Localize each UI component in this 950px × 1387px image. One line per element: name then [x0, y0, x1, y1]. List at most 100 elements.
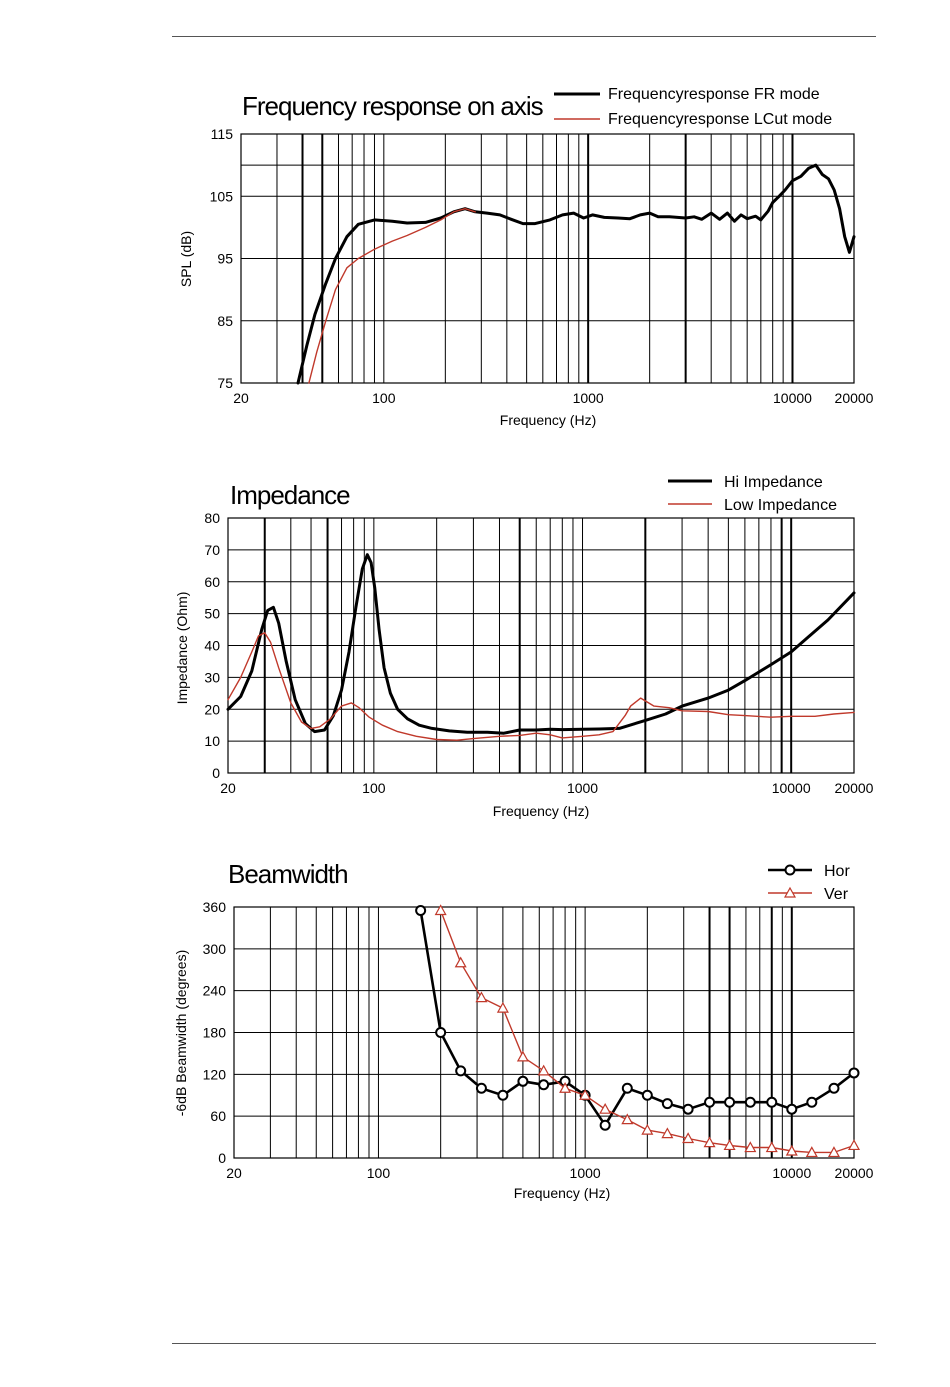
legend-label-lcut-mode: Frequencyresponse LCut mode — [608, 111, 832, 128]
x-tick-label: 20000 — [835, 1165, 874, 1181]
data-point-hor — [517, 1075, 529, 1087]
data-point-hor — [828, 1082, 840, 1094]
y-axis-label: SPL (dB) — [178, 231, 194, 287]
y-tick-label: 0 — [218, 1150, 226, 1166]
data-point-hor — [724, 1096, 736, 1108]
plot-grid — [240, 133, 855, 384]
legend-label-ver: Ver — [824, 886, 849, 903]
chart-title: Beamwidth — [228, 859, 348, 889]
data-point-hor — [455, 1065, 467, 1077]
y-tick-label: 120 — [203, 1066, 227, 1082]
y-tick-label: 300 — [203, 941, 227, 957]
x-axis-label: Frequency (Hz) — [500, 412, 596, 428]
y-axis-label: Impedance (Ohm) — [174, 592, 190, 705]
data-point-hor — [621, 1082, 633, 1094]
y-tick-label: 115 — [211, 126, 234, 142]
chart-title: Frequency response on axis — [242, 91, 544, 121]
data-point-hor — [682, 1103, 694, 1115]
x-tick-label: 1000 — [573, 390, 604, 406]
data-point-hor — [848, 1067, 860, 1079]
legend-marker-hor — [784, 864, 796, 876]
chart-title: Impedance — [230, 480, 350, 510]
y-tick-label: 40 — [204, 638, 220, 654]
y-tick-label: 240 — [203, 983, 227, 999]
legend-marker-ver — [783, 886, 797, 898]
legend: Frequencyresponse FR mode Frequencyrespo… — [554, 86, 832, 128]
data-point-hor — [415, 904, 427, 916]
x-tick-label: 10000 — [773, 390, 812, 406]
legend: Hor Ver — [768, 863, 850, 903]
data-point-ver — [703, 1136, 716, 1148]
data-point-ver — [682, 1132, 695, 1144]
plot-frame — [233, 906, 855, 1159]
tick-labels: 20 100 1000 10000 20000 75 85 95 105 115 — [210, 126, 874, 406]
data-point-ver — [516, 1050, 529, 1062]
tick-labels: 20 100 1000 10000 20000 0 60 120 180 240 300 360 — [203, 899, 874, 1181]
data-point-ver — [827, 1146, 840, 1158]
data-point-ver — [785, 1144, 798, 1156]
series-line-hi-impedance — [226, 553, 856, 735]
data-point-ver — [723, 1139, 736, 1151]
x-tick-label: 1000 — [567, 780, 598, 796]
data-point-ver — [621, 1113, 634, 1125]
y-tick-label: 85 — [217, 313, 233, 329]
data-point-ver — [475, 991, 488, 1003]
plot-grid — [227, 517, 855, 774]
x-tick-label: 20000 — [835, 780, 874, 796]
legend-label-fr-mode: Frequencyresponse FR mode — [608, 86, 820, 103]
series-line-hor — [419, 909, 856, 1127]
y-tick-label: 60 — [210, 1108, 226, 1124]
x-tick-label: 100 — [362, 780, 386, 796]
x-tick-label: 100 — [367, 1165, 391, 1181]
data-point-ver — [454, 956, 467, 968]
data-point-hor — [661, 1098, 673, 1110]
tick-labels: 20 100 1000 10000 20000 0 10 20 30 40 50 60 70 80 — [204, 510, 873, 796]
x-axis-label: Frequency (Hz) — [514, 1185, 610, 1201]
x-tick-label: 1000 — [570, 1165, 601, 1181]
data-point-ver — [434, 904, 447, 916]
x-tick-label: 100 — [372, 390, 396, 406]
footer-rule — [172, 1343, 876, 1344]
series-line-frequencyresponse-lcut-mode — [308, 207, 476, 384]
data-point-hor — [641, 1089, 653, 1101]
x-tick-label: 20 — [220, 780, 236, 796]
frequency-response-chart: Frequency response on axis Frequencyresp… — [178, 86, 874, 428]
data-point-ver — [641, 1123, 654, 1135]
data-point-ver — [744, 1141, 757, 1153]
data-point-hor — [766, 1096, 778, 1108]
legend-label-hi-impedance: Hi Impedance — [724, 474, 823, 491]
plot-series — [226, 553, 856, 741]
y-tick-label: 105 — [210, 188, 234, 204]
data-point-ver — [765, 1141, 778, 1153]
plot-frame — [227, 517, 855, 774]
y-axis-label: -6dB Beamwidth (degrees) — [173, 950, 189, 1117]
data-point-hor — [538, 1079, 550, 1091]
series-line-low-impedance — [227, 632, 855, 741]
data-point-hor — [806, 1096, 818, 1108]
impedance-chart: Impedance Hi Impedance Low Impedance 20 1… — [174, 474, 874, 819]
data-point-hor — [704, 1096, 716, 1108]
plot-grid — [233, 906, 855, 1159]
data-point-ver — [559, 1082, 572, 1093]
y-tick-label: 360 — [203, 899, 227, 915]
x-tick-label: 10000 — [772, 780, 811, 796]
beamwidth-chart: Beamwidth Hor Ver 20 100 1000 10000 20000 0 60… — [173, 859, 874, 1201]
data-point-hor — [786, 1103, 798, 1115]
data-point-ver — [537, 1064, 550, 1076]
legend-label-low-impedance: Low Impedance — [724, 497, 837, 514]
legend-label-hor: Hor — [824, 863, 850, 880]
y-tick-label: 10 — [204, 733, 220, 749]
y-tick-label: 80 — [204, 510, 220, 526]
y-tick-label: 70 — [204, 542, 220, 558]
x-tick-label: 20000 — [835, 390, 874, 406]
y-tick-label: 75 — [217, 375, 233, 391]
data-point-ver — [661, 1127, 674, 1139]
data-point-hor — [497, 1089, 509, 1101]
y-tick-label: 95 — [217, 251, 233, 267]
plot-series — [415, 904, 861, 1158]
series-line-frequencyresponse-fr-mode — [296, 163, 856, 385]
x-tick-label: 20 — [233, 390, 249, 406]
x-tick-label: 20 — [226, 1165, 242, 1181]
y-tick-label: 60 — [204, 574, 220, 590]
x-axis-label: Frequency (Hz) — [493, 803, 589, 819]
